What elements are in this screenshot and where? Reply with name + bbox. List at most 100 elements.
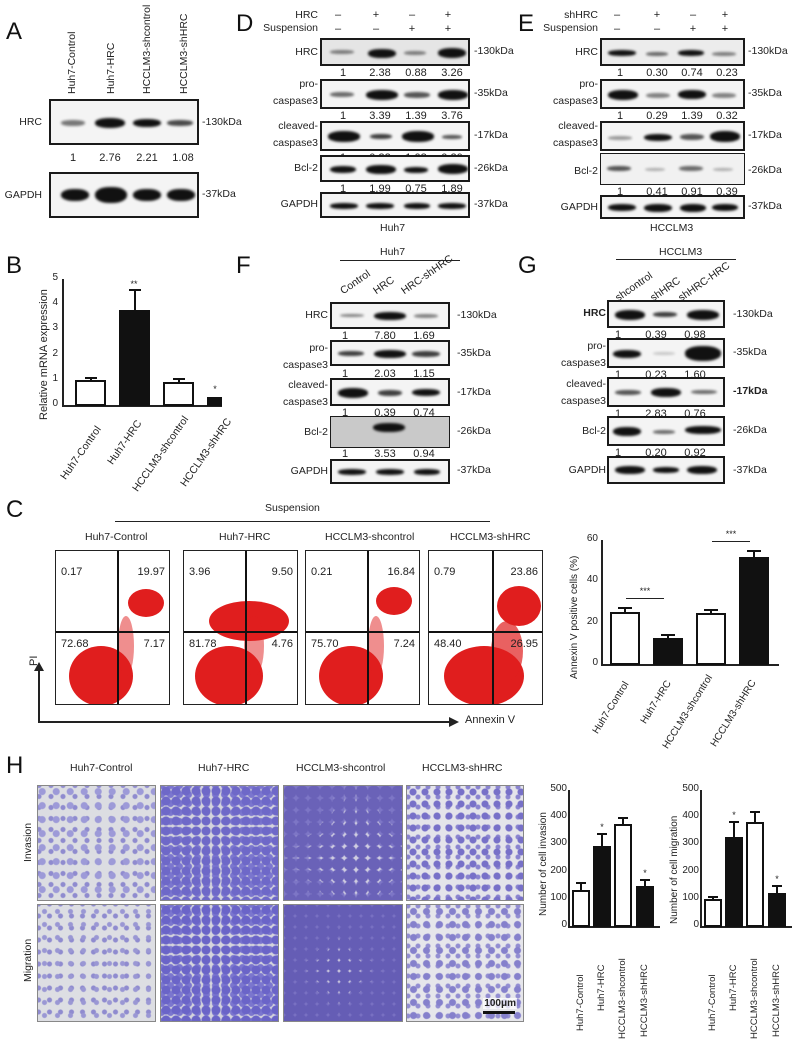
quant-value: 1 bbox=[339, 110, 347, 122]
y-axis bbox=[62, 279, 64, 406]
row-label: HRC bbox=[575, 46, 598, 58]
row-label: pro- caspase3 bbox=[283, 342, 328, 371]
quant-value: 0.88 bbox=[405, 67, 427, 79]
arrow-up-icon bbox=[34, 662, 44, 671]
quadrant-value: 7.17 bbox=[143, 638, 165, 650]
quant-value: 0.29 bbox=[646, 110, 668, 122]
tick: 300 bbox=[550, 837, 567, 848]
kda-label: -26kDa bbox=[733, 424, 767, 436]
quant-value: 1 bbox=[616, 67, 624, 79]
panel-label-a: A bbox=[6, 18, 23, 45]
blot-cleaved-caspase3 bbox=[607, 377, 725, 407]
kda-label: -35kDa bbox=[748, 87, 782, 99]
quant-value: 1.39 bbox=[681, 110, 703, 122]
cell-line-header: Huh7 bbox=[380, 246, 406, 258]
bar bbox=[614, 824, 632, 927]
quant-value: 1 bbox=[341, 368, 349, 380]
row-label: GAPDH bbox=[560, 201, 598, 213]
blot-gapdh bbox=[49, 172, 199, 218]
row-label: Bcl-2 bbox=[304, 426, 328, 438]
blot-pro-caspase3 bbox=[330, 340, 450, 366]
quant-value: 1 bbox=[341, 448, 349, 460]
bar bbox=[704, 899, 722, 927]
plot-title: HCCLM3-shcontrol bbox=[325, 531, 415, 543]
quadrant-value: 19.97 bbox=[137, 566, 165, 578]
header-line bbox=[616, 259, 736, 260]
quadrant-value: 81.78 bbox=[189, 638, 217, 650]
row-label: GAPDH bbox=[290, 465, 328, 477]
significance-marker: * bbox=[732, 810, 736, 820]
kda-label: -37kDa bbox=[748, 200, 782, 212]
bar bbox=[207, 397, 222, 406]
significance-marker: * bbox=[213, 384, 217, 394]
x-tick-label: HCCLM3-shcontrol bbox=[617, 958, 628, 1039]
bar bbox=[696, 613, 726, 665]
quadrant-value: 16.84 bbox=[387, 566, 415, 578]
flow-plot: 0.79 23.86 48.40 26.95 bbox=[428, 550, 543, 705]
quant-value: 7.80 bbox=[374, 330, 396, 342]
significance-marker: ** bbox=[130, 279, 138, 289]
kda-label: -35kDa bbox=[733, 346, 767, 358]
column-label: HCCLM3-shcontrol bbox=[296, 762, 386, 774]
tick: 500 bbox=[550, 783, 567, 794]
quant-value: 1 bbox=[614, 447, 622, 459]
arrow-right-icon bbox=[449, 717, 459, 727]
tick: 0 bbox=[561, 919, 567, 930]
row-label: pro- caspase3 bbox=[553, 78, 598, 107]
bar bbox=[163, 382, 194, 406]
bar bbox=[610, 612, 640, 665]
quant-value: 3.76 bbox=[441, 110, 463, 122]
plot-title: Huh7-HRC bbox=[219, 531, 271, 543]
row-label: Invasion bbox=[22, 822, 34, 862]
blot-pro-caspase3 bbox=[607, 338, 725, 368]
condition-sign: + bbox=[721, 23, 729, 35]
tick: 40 bbox=[586, 574, 598, 585]
bar bbox=[75, 380, 106, 406]
blot-gapdh bbox=[330, 459, 450, 484]
condition-sign: – bbox=[372, 23, 380, 35]
quant-value: 1 bbox=[614, 408, 622, 420]
header-line bbox=[115, 521, 490, 522]
condition-label: shHRC bbox=[564, 9, 598, 21]
quant-value: 2.21 bbox=[136, 152, 158, 164]
tick: 3 bbox=[52, 322, 58, 333]
row-label: Migration bbox=[22, 938, 34, 982]
quant-value: 1 bbox=[339, 183, 347, 195]
panel-label-g: G bbox=[518, 252, 537, 279]
lane-label: HCCLM3-shHRC bbox=[178, 13, 190, 94]
quadrant-value: 0.21 bbox=[311, 566, 333, 578]
lane-label: shHRC-HRC bbox=[676, 259, 733, 304]
panel-label-f: F bbox=[236, 252, 251, 279]
condition-sign: – bbox=[613, 23, 621, 35]
quant-value: 1.69 bbox=[413, 330, 435, 342]
row-label: cleaved- caspase3 bbox=[561, 378, 606, 407]
x-tick-label: Huh7-HRC bbox=[105, 418, 145, 467]
blot-cleaved-caspase3 bbox=[320, 121, 470, 151]
quant-value: 3.53 bbox=[374, 448, 396, 460]
quadrant-value: 0.17 bbox=[61, 566, 83, 578]
plot-title: Huh7-Control bbox=[85, 531, 148, 543]
x-axis bbox=[601, 664, 779, 666]
column-label: Huh7-Control bbox=[70, 762, 133, 774]
x-tick-label: Huh7-Control bbox=[58, 423, 104, 482]
tick: 4 bbox=[52, 297, 58, 308]
condition-sign: + bbox=[689, 23, 697, 35]
row-label: pro- caspase3 bbox=[273, 78, 318, 107]
tick: 200 bbox=[550, 865, 567, 876]
row-label: cleaved- caspase3 bbox=[283, 379, 328, 408]
tick: 400 bbox=[682, 810, 699, 821]
blot-pro-caspase3 bbox=[600, 79, 745, 109]
panel-label-c: C bbox=[6, 496, 24, 523]
cell-line-header: HCCLM3 bbox=[659, 246, 703, 258]
blot-gapdh bbox=[600, 195, 745, 219]
flow-plot: 0.17 19.97 72.68 7.17 bbox=[55, 550, 170, 705]
panel-label-e: E bbox=[518, 10, 535, 37]
quant-value: 1.39 bbox=[405, 110, 427, 122]
flow-plot: 0.21 16.84 75.70 7.24 bbox=[305, 550, 420, 705]
condition-sign: – bbox=[653, 23, 661, 35]
kda-label: -35kDa bbox=[474, 87, 508, 99]
x-tick-label: Huh7-HRC bbox=[596, 964, 607, 1011]
row-label: HRC bbox=[305, 309, 328, 321]
micrograph bbox=[283, 785, 403, 901]
quant-value: 2.03 bbox=[374, 368, 396, 380]
